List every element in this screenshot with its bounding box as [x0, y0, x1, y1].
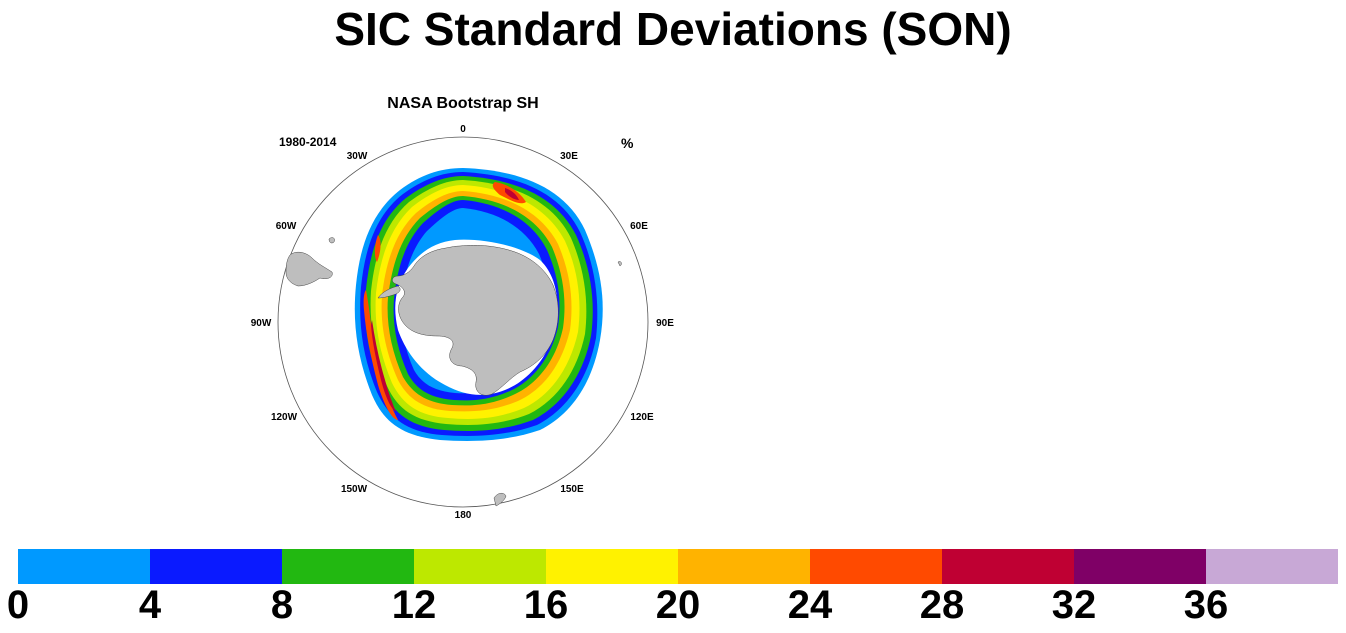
- lon-label-120w: 120W: [271, 412, 298, 423]
- colorbar-box-9: [1206, 549, 1338, 584]
- colorbar-label-0: 0: [6, 583, 30, 627]
- colorbar-label-36: 36: [1183, 583, 1229, 627]
- south-georgia-island: [328, 237, 335, 244]
- antarctica-landmass: [392, 245, 559, 396]
- south-america-tip: [285, 251, 333, 287]
- colorbar-label-24: 24: [787, 583, 833, 627]
- lon-label-30e: 30E: [560, 151, 578, 162]
- lon-label-60w: 60W: [276, 221, 297, 232]
- lon-label-150w: 150W: [341, 484, 368, 495]
- kerguelen-island: [617, 261, 622, 267]
- colorbar-labels: 0 4 8 12 16 20 24 28 32 36: [0, 583, 1346, 633]
- sic-streak-red-west: [374, 235, 381, 262]
- units-label: %: [621, 135, 634, 151]
- colorbar-label-12: 12: [391, 583, 437, 627]
- colorbar-box-0: [18, 549, 150, 584]
- colorbar-box-7: [942, 549, 1074, 584]
- antarctic-peninsula: [377, 285, 401, 299]
- panel-subtitle: NASA Bootstrap SH: [387, 95, 539, 112]
- colorbar-label-32: 32: [1051, 583, 1097, 627]
- sic-streak-red-ross: [363, 290, 398, 420]
- colorbar-label-28: 28: [919, 583, 965, 627]
- lon-label-60e: 60E: [630, 221, 648, 232]
- colorbar-label-4: 4: [138, 583, 162, 627]
- colorbar-label-20: 20: [655, 583, 701, 627]
- colorbar-box-4: [546, 549, 678, 584]
- period-label: 1980-2014: [279, 135, 337, 149]
- new-zealand-tip: [493, 493, 507, 507]
- lon-label-150e: 150E: [560, 484, 584, 495]
- colorbar: [18, 549, 1338, 584]
- colorbar-label-8: 8: [270, 583, 294, 627]
- colorbar-box-3: [414, 549, 546, 584]
- lon-label-90w: 90W: [251, 318, 272, 329]
- colorbar-box-8: [1074, 549, 1206, 584]
- lon-label-180: 180: [455, 510, 472, 521]
- colorbar-box-1: [150, 549, 282, 584]
- colorbar-box-6: [810, 549, 942, 584]
- colorbar-box-2: [282, 549, 414, 584]
- main-title: SIC Standard Deviations (SON): [334, 3, 1012, 55]
- lon-label-30w: 30W: [347, 151, 368, 162]
- sic-streak-darkred-weddell: [505, 188, 519, 200]
- lon-label-120e: 120E: [630, 412, 654, 423]
- colorbar-box-5: [678, 549, 810, 584]
- lon-label-90e: 90E: [656, 318, 674, 329]
- colorbar-label-16: 16: [523, 583, 569, 627]
- lon-label-0: 0: [460, 124, 466, 135]
